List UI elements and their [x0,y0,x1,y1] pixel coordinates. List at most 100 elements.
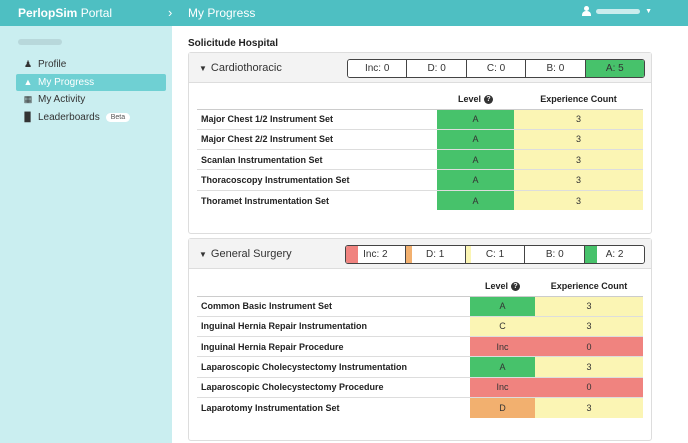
level-cell: A [437,128,514,150]
summary-fill [585,246,597,263]
summary-cell-d: D: 0 [407,60,467,77]
instrument-set-name: Inguinal Hernia Repair Procedure [197,336,470,357]
table-row: Thoramet Instrumentation Set A 3 [197,189,643,211]
hospital-name: Solicitude Hospital [188,38,279,49]
sidebar-item-label: Leaderboards [38,111,100,123]
caret-down-icon: ▼ [199,249,207,259]
experience-count-cell: 3 [514,108,643,130]
summary-cell-c: C: 1 [465,246,526,263]
section-panel-general-surgery: ▼ General Surgery Inc: 2 D: 1 C: 1 B: 0 A: 2… [188,238,652,441]
table-row: Major Chest 1/2 Instrument Set A 3 [197,108,643,130]
table-row: Thoracoscopy Instrumentation Set A 3 [197,169,643,191]
level-cell: A [437,169,514,191]
experience-count-cell: 3 [535,295,643,317]
instrument-set-name: Inguinal Hernia Repair Instrumentation [197,315,470,337]
experience-count-cell: 3 [514,149,643,170]
graduation-cap-icon: ▲ [23,77,33,87]
level-cell: C [470,315,535,337]
table-row: Laparoscopic Cholecystectomy Instrumenta… [197,356,643,378]
summary-fill [585,60,644,77]
level-header: Level? [470,276,535,297]
instrument-set-name: Thoramet Instrumentation Set [197,189,437,211]
sidebar: ♟ Profile ▲ My Progress ▦ My Activity ▉ … [0,26,172,443]
sidebar-item-label: My Progress [38,76,95,88]
experience-count-cell: 0 [535,376,643,398]
summary-cell-d: D: 1 [405,246,466,263]
level-header: Level? [437,89,514,110]
sidebar-item-my-activity[interactable]: ▦ My Activity [16,91,166,108]
summary-cell-b: B: 0 [525,246,586,263]
beta-badge: Beta [105,112,131,122]
help-icon[interactable]: ? [511,281,520,291]
instrument-set-name: Major Chest 1/2 Instrument Set [197,108,437,130]
level-summary-bar: Inc: 0 D: 0 C: 0 B: 0 A: 5 [347,59,645,78]
table-row: Inguinal Hernia Repair Instrumentation C 3 [197,315,643,337]
table-row: Common Basic Instrument Set A 3 [197,295,643,317]
table-row: Laparoscopic Cholecystectomy Procedure In… [197,376,643,398]
level-cell: A [470,295,535,317]
chevron-right-icon[interactable]: › [168,5,173,20]
instrument-set-name: Laparoscopic Cholecystectomy Instrumenta… [197,356,470,378]
caret-down-icon: ▼ [645,7,652,15]
sidebar-item-leaderboards[interactable]: ▉ Leaderboards Beta [16,109,166,126]
level-cell: Inc [470,376,535,398]
table-row: Major Chest 2/2 Instrument Set A 3 [197,128,643,150]
section-title[interactable]: ▼ General Surgery [199,248,292,260]
brand-logo[interactable]: PerlopSim Portal [18,6,113,20]
user-icon [582,6,592,16]
sidebar-item-my-progress[interactable]: ▲ My Progress [16,73,166,91]
instrument-set-name: Scanlan Instrumentation Set [197,149,437,170]
experience-count-cell: 3 [514,189,643,211]
top-navbar: PerlopSim Portal › My Progress ▼ [0,0,688,26]
sidebar-item-profile[interactable]: ♟ Profile [16,56,166,73]
experience-count-cell: 3 [535,396,643,418]
experience-count-cell: 3 [535,315,643,337]
level-cell: D [470,396,535,418]
experience-count-cell: 0 [535,336,643,357]
user-icon: ♟ [23,59,33,69]
experience-count-cell: 3 [535,356,643,378]
summary-fill [346,246,358,263]
sidebar-item-label: Profile [38,59,67,70]
instrument-set-name: Common Basic Instrument Set [197,295,470,317]
instrument-set-name: Laparoscopic Cholecystectomy Procedure [197,376,470,398]
summary-fill [405,246,412,263]
summary-cell-a: A: 2 [585,246,644,263]
instrument-set-name: Major Chest 2/2 Instrument Set [197,128,437,150]
level-cell: A [437,149,514,170]
level-cell: A [470,356,535,378]
level-cell: A [437,108,514,130]
summary-cell-inc: Inc: 2 [346,246,406,263]
level-summary-bar: Inc: 2 D: 1 C: 1 B: 0 A: 2 [345,245,645,264]
help-icon[interactable]: ? [484,94,493,104]
progress-table: Level? Experience Count Common Basic Ins… [197,276,643,418]
experience-count-header: Experience Count [514,89,643,110]
experience-count-cell: 3 [514,169,643,191]
caret-down-icon: ▼ [199,63,207,73]
table-row: Scanlan Instrumentation Set A 3 [197,149,643,170]
level-cell: Inc [470,336,535,357]
table-row: Inguinal Hernia Repair Procedure Inc 0 [197,336,643,357]
summary-fill [465,246,472,263]
sidebar-username-redacted [18,39,62,45]
section-header[interactable]: ▼ General Surgery Inc: 2 D: 1 C: 1 B: 0 A: 2 [189,239,651,269]
progress-table: Level? Experience Count Major Chest 1/2 … [197,89,643,211]
sidebar-item-label: My Activity [38,94,86,105]
sidebar-nav: ♟ Profile ▲ My Progress ▦ My Activity ▉ … [16,56,166,126]
level-cell: A [437,189,514,211]
experience-count-header: Experience Count [535,276,643,297]
bar-chart-icon: ▉ [24,111,32,122]
summary-cell-c: C: 0 [466,60,527,77]
instrument-set-name: Laparotomy Instrumentation Set [197,396,470,418]
user-menu[interactable]: ▼ [582,6,652,16]
summary-cell-inc: Inc: 0 [348,60,408,77]
section-panel-cardiothoracic: ▼ Cardiothoracic Inc: 0 D: 0 C: 0 B: 0 A: 5 … [188,52,652,234]
instrument-set-name: Thoracoscopy Instrumentation Set [197,169,437,191]
username-redacted [596,8,641,14]
summary-cell-b: B: 0 [526,60,586,77]
section-header[interactable]: ▼ Cardiothoracic Inc: 0 D: 0 C: 0 B: 0 A: 5 [189,53,651,83]
section-title[interactable]: ▼ Cardiothoracic [199,62,282,74]
page-title: My Progress [188,6,256,20]
calendar-icon: ▦ [23,94,33,104]
experience-count-cell: 3 [514,128,643,150]
